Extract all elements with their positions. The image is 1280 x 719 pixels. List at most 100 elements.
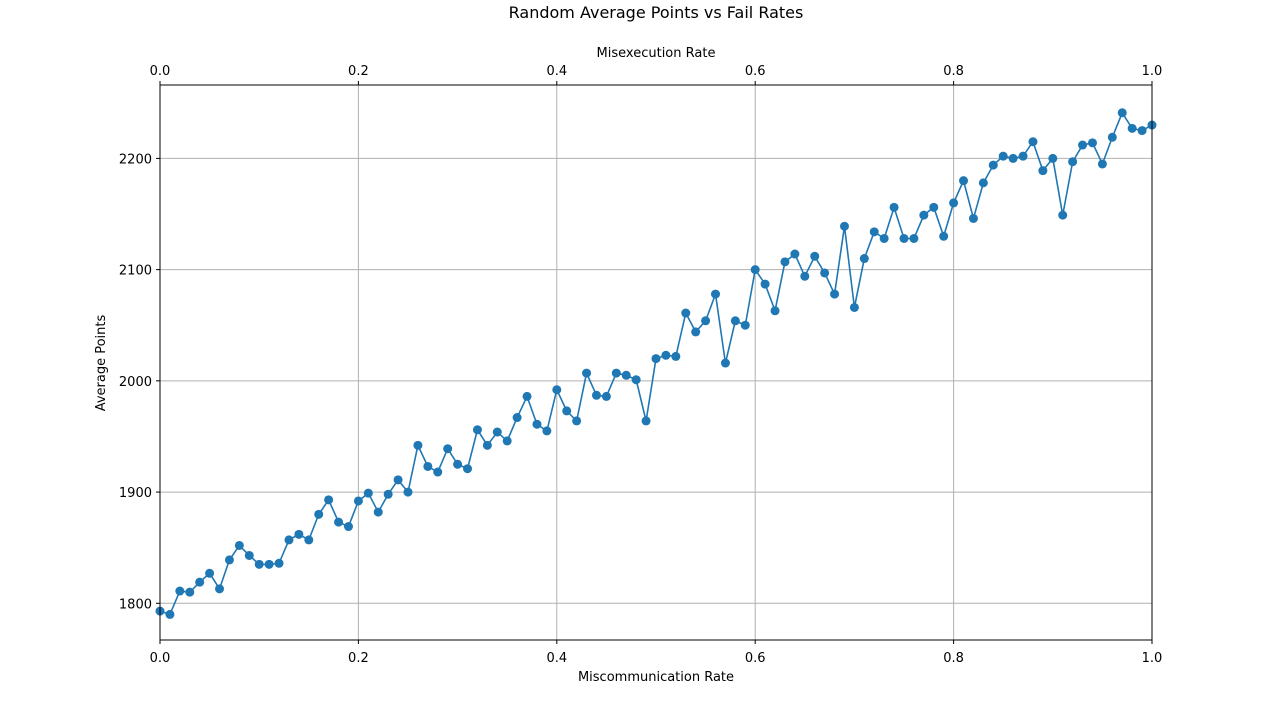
data-point: [681, 308, 691, 318]
data-point: [522, 391, 532, 401]
data-point: [1127, 123, 1137, 133]
data-point: [1117, 108, 1127, 118]
data-point: [760, 279, 770, 289]
data-point: [1068, 157, 1078, 167]
x-tick-label: 0.4: [546, 651, 567, 666]
data-point: [621, 370, 631, 380]
data-point: [334, 517, 344, 527]
data-point: [770, 306, 780, 316]
data-point: [978, 178, 988, 188]
data-point: [849, 302, 859, 312]
data-point: [542, 426, 552, 436]
data-point: [264, 559, 274, 569]
data-point: [1008, 153, 1018, 163]
data-point: [562, 406, 572, 416]
data-point: [1107, 132, 1117, 142]
data-point: [1087, 138, 1097, 148]
data-point: [572, 416, 582, 426]
data-point: [343, 522, 353, 532]
data-point: [720, 358, 730, 368]
data-point: [830, 289, 840, 299]
x-tick-label: 0.8: [943, 651, 964, 666]
data-point: [165, 609, 175, 619]
data-point: [631, 375, 641, 385]
data-point: [224, 555, 234, 565]
axes-frame: [159, 84, 1153, 641]
y-tick-label: 1800: [119, 597, 152, 612]
data-point: [353, 496, 363, 506]
data-point: [601, 391, 611, 401]
data-point: [433, 467, 443, 477]
y-tick-label: 2200: [119, 152, 152, 167]
data-point: [879, 233, 889, 243]
data-point: [1078, 140, 1088, 150]
data-point: [463, 464, 473, 474]
data-point: [393, 475, 403, 485]
data-point: [859, 254, 869, 264]
data-point: [929, 202, 939, 212]
data-point: [482, 440, 492, 450]
data-point: [988, 160, 998, 170]
data-point: [750, 265, 760, 275]
data-point: [215, 584, 225, 594]
x-axis-label: Miscommunication Rate: [578, 670, 734, 685]
data-points: [155, 108, 1157, 619]
top-x-tick-label: 0.2: [348, 64, 369, 79]
data-point: [274, 558, 284, 568]
top-x-tick-label: 1.0: [1142, 64, 1163, 79]
data-point: [591, 390, 601, 400]
data-point: [1137, 126, 1147, 136]
data-point: [780, 257, 790, 267]
data-point: [403, 487, 413, 497]
data-point: [443, 444, 453, 454]
data-point: [701, 316, 711, 326]
data-point: [998, 151, 1008, 161]
top-x-axis-label: Misexecution Rate: [597, 46, 716, 61]
data-point: [800, 271, 810, 281]
data-point: [899, 233, 909, 243]
data-point: [185, 587, 195, 597]
x-tick-label: 0.6: [745, 651, 766, 666]
data-point: [1018, 151, 1028, 161]
x-tick-label: 1.0: [1142, 651, 1163, 666]
data-point: [949, 198, 959, 208]
data-point: [671, 351, 681, 361]
data-point: [383, 489, 393, 499]
data-point: [304, 535, 314, 545]
data-point: [1048, 153, 1058, 163]
data-point: [869, 227, 879, 237]
data-point: [889, 202, 899, 212]
data-point: [502, 436, 512, 446]
ticks: 0.0 0.2 0.4 0.6 0.8 1.0 0.0 0.2 0.4 0.6 0.8 1.0 1800…: [119, 64, 1162, 666]
data-point: [641, 416, 651, 426]
data-point: [512, 413, 522, 423]
data-point: [492, 427, 502, 437]
data-point: [740, 320, 750, 330]
data-point: [1058, 210, 1068, 220]
y-tick-label: 2100: [119, 264, 152, 279]
data-point: [711, 289, 721, 299]
data-point: [363, 488, 373, 498]
data-point: [195, 577, 205, 587]
data-point: [284, 535, 294, 545]
data-point: [582, 368, 592, 378]
x-tick-label: 0.2: [348, 651, 369, 666]
data-point: [909, 233, 919, 243]
data-point: [611, 368, 621, 378]
data-point: [790, 249, 800, 259]
data-point: [839, 221, 849, 231]
data-point: [651, 354, 661, 364]
y-axis-label: Average Points: [94, 314, 109, 411]
data-point: [939, 231, 949, 241]
y-tick-label: 1900: [119, 486, 152, 501]
data-point: [1097, 159, 1107, 169]
data-point: [691, 327, 701, 337]
top-x-tick-label: 0.6: [745, 64, 766, 79]
data-point: [472, 425, 482, 435]
data-point: [413, 440, 423, 450]
top-x-tick-label: 0.8: [943, 64, 964, 79]
data-point: [254, 559, 264, 569]
data-point: [294, 529, 304, 539]
data-point: [959, 176, 969, 186]
data-point: [373, 507, 383, 517]
